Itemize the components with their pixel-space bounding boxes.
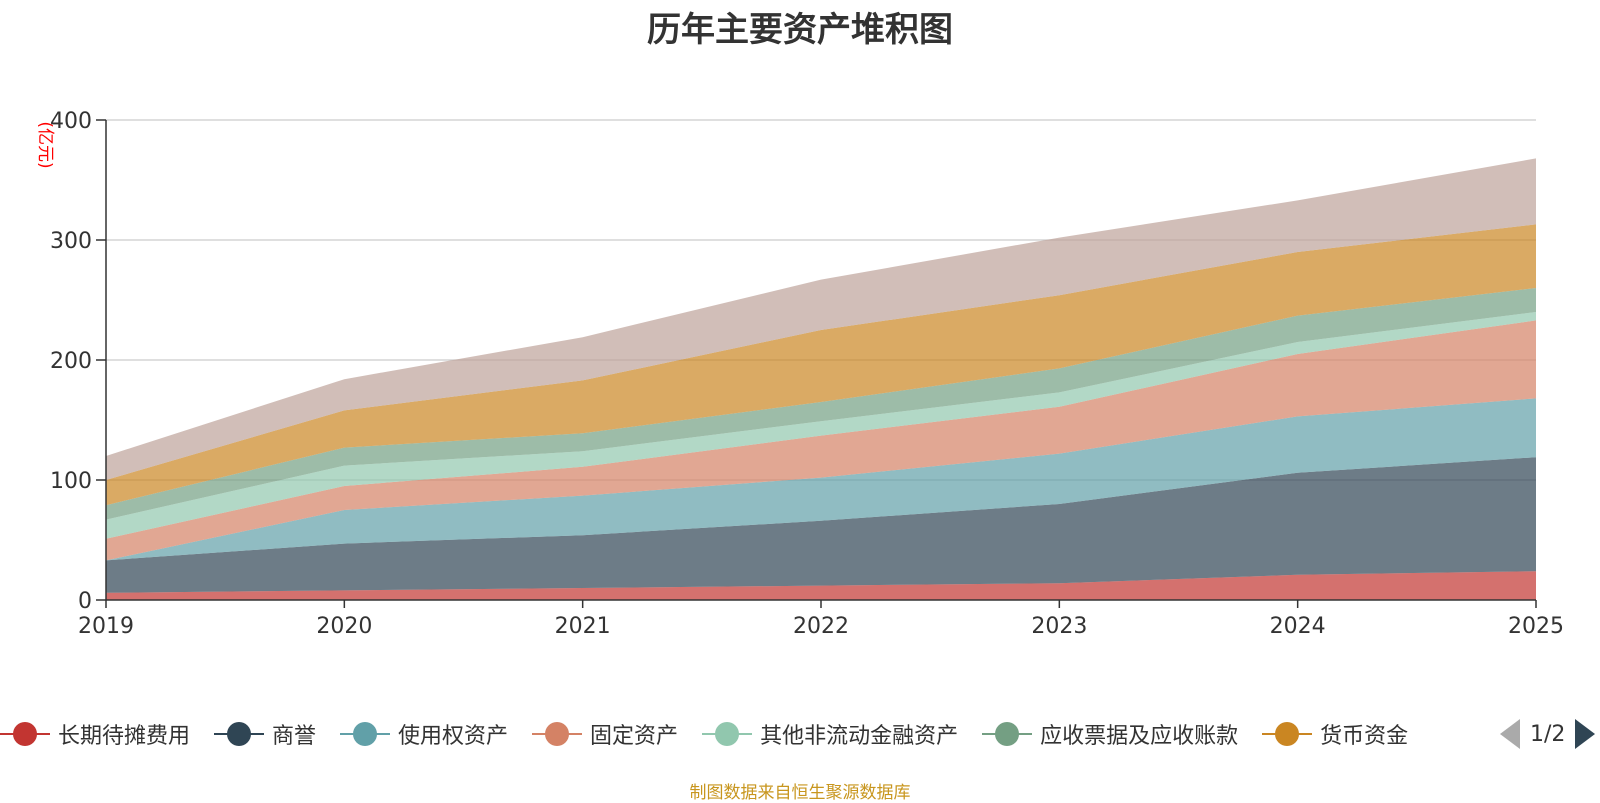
legend-marker-icon — [982, 721, 1033, 747]
area-series-1[interactable] — [106, 457, 1536, 593]
y-tick-label: 100 — [50, 469, 92, 494]
area-series-2[interactable] — [106, 398, 1536, 561]
legend-item-goodwill[interactable]: 商誉 — [214, 718, 316, 750]
legend-label: 固定资产 — [590, 724, 679, 749]
stacked-area-chart: 0 100 200 300 400 2019 2020 2021 2022 2023 2024 202… — [35, 109, 1564, 639]
y-axis-label: (亿元) — [35, 121, 55, 168]
pager-prev-icon[interactable] — [1500, 719, 1520, 749]
legend-label: 使用权资产 — [398, 724, 509, 749]
tick-labels: 0 100 200 300 400 2019 2020 2021 2022 2023 2024 202… — [50, 109, 1564, 639]
area-series-4[interactable] — [106, 312, 1536, 539]
legend-item-fixed-assets[interactable]: 固定资产 — [532, 718, 678, 750]
legend-marker-icon — [0, 721, 50, 747]
legend-marker-icon — [214, 721, 265, 747]
legend-item-right-of-use-assets[interactable]: 使用权资产 — [340, 718, 508, 750]
legend-item-cash[interactable]: 货币资金 — [1262, 718, 1408, 750]
legend-marker-icon — [702, 721, 753, 747]
legend-marker-icon — [532, 721, 583, 747]
x-tick-label: 2023 — [1031, 614, 1087, 639]
area-series — [106, 158, 1536, 600]
x-tick-label: 2020 — [316, 614, 372, 639]
legend-marker-icon — [340, 721, 391, 747]
x-tick-label: 2019 — [78, 614, 134, 639]
x-tick-label: 2024 — [1270, 614, 1326, 639]
legend-label: 商誉 — [272, 724, 317, 749]
area-series-5[interactable] — [106, 288, 1536, 520]
legend: 长期待摊费用 商誉 使用权资产 固定资产 其他非流动金融资产 应收票据及应收账款… — [0, 716, 1432, 752]
legend-label: 其他非流动金融资产 — [760, 724, 959, 749]
legend-pager: 1/2 — [1500, 716, 1596, 752]
legend-label: 货币资金 — [1320, 724, 1409, 749]
x-tick-label: 2022 — [793, 614, 849, 639]
legend-marker-icon — [1262, 721, 1313, 747]
legend-label: 应收票据及应收账款 — [1040, 724, 1239, 749]
legend-item-long-term-prepaid[interactable]: 长期待摊费用 — [0, 718, 190, 750]
pager-next-icon[interactable] — [1575, 719, 1596, 749]
legend-item-receivables[interactable]: 应收票据及应收账款 — [982, 718, 1238, 750]
y-tick-label: 400 — [50, 109, 92, 134]
source-note: 制图数据来自恒生聚源数据库 — [689, 783, 911, 803]
area-series-6[interactable] — [106, 224, 1536, 506]
legend-label: 长期待摊费用 — [58, 724, 191, 749]
area-series-7[interactable] — [106, 158, 1536, 480]
pager-text: 1/2 — [1530, 721, 1566, 747]
y-tick-label: 300 — [50, 229, 92, 254]
y-tick-label: 0 — [78, 589, 92, 614]
x-tick-label: 2025 — [1508, 614, 1564, 639]
x-tick-label: 2021 — [555, 614, 611, 639]
y-tick-label: 200 — [50, 349, 92, 374]
legend-item-other-noncurrent-financial[interactable]: 其他非流动金融资产 — [702, 718, 958, 750]
chart-title: 历年主要资产堆积图 — [647, 10, 953, 50]
